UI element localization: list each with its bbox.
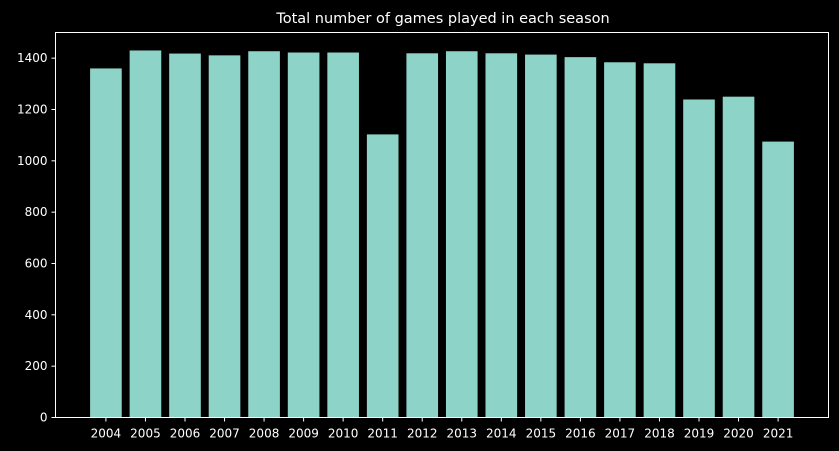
bar-2010 bbox=[327, 52, 359, 418]
x-tick-label: 2012 bbox=[407, 427, 438, 441]
bar-2016 bbox=[564, 57, 597, 418]
bar-2009 bbox=[287, 52, 320, 418]
x-tick-label: 2018 bbox=[644, 427, 675, 441]
y-tick-label: 400 bbox=[25, 308, 48, 322]
bar-2021 bbox=[762, 141, 794, 418]
x-axis-ticks: 2004 2005 2006 2007 2008 2009 2010 2011 2012 2013… bbox=[91, 417, 794, 441]
bar-2006 bbox=[169, 53, 201, 418]
x-tick-label: 2009 bbox=[288, 427, 319, 441]
bar-2019 bbox=[683, 99, 715, 418]
bar-2008 bbox=[248, 51, 280, 418]
y-tick-label: 800 bbox=[25, 205, 48, 219]
bar-2012 bbox=[406, 53, 439, 418]
x-tick-label: 2008 bbox=[249, 427, 280, 441]
y-axis-ticks: 0 200 400 600 800 1000 1200 1400 bbox=[17, 51, 56, 425]
x-tick-label: 2011 bbox=[367, 427, 398, 441]
x-tick-label: 2005 bbox=[130, 427, 161, 441]
y-tick-label: 200 bbox=[25, 359, 48, 373]
x-tick-label: 2015 bbox=[526, 427, 557, 441]
bar-2005 bbox=[129, 50, 162, 418]
x-tick-label: 2004 bbox=[91, 427, 122, 441]
x-tick-label: 2019 bbox=[684, 427, 715, 441]
y-tick-label: 1000 bbox=[17, 154, 48, 168]
x-tick-label: 2010 bbox=[328, 427, 359, 441]
bars-group bbox=[90, 50, 794, 418]
bar-2020 bbox=[722, 96, 755, 418]
x-tick-label: 2007 bbox=[209, 427, 240, 441]
x-tick-label: 2006 bbox=[170, 427, 201, 441]
x-tick-label: 2013 bbox=[446, 427, 477, 441]
y-tick-label: 600 bbox=[25, 257, 48, 271]
bar-2015 bbox=[525, 54, 557, 418]
x-tick-label: 2016 bbox=[565, 427, 596, 441]
bar-2007 bbox=[208, 55, 241, 418]
bar-2014 bbox=[485, 53, 518, 418]
y-tick-label: 0 bbox=[40, 411, 48, 425]
chart-title: Total number of games played in each sea… bbox=[275, 11, 609, 27]
bar-2017 bbox=[604, 62, 636, 418]
x-tick-label: 2014 bbox=[486, 427, 517, 441]
bar-2004 bbox=[90, 68, 122, 418]
x-tick-label: 2020 bbox=[723, 427, 754, 441]
bar-2013 bbox=[445, 51, 478, 418]
y-tick-label: 1400 bbox=[17, 51, 48, 65]
bar-2018 bbox=[643, 63, 676, 418]
x-tick-label: 2021 bbox=[763, 427, 794, 441]
y-tick-label: 1200 bbox=[17, 103, 48, 117]
x-tick-label: 2017 bbox=[605, 427, 636, 441]
bar-2011 bbox=[366, 134, 399, 418]
plot-frame bbox=[55, 32, 829, 418]
